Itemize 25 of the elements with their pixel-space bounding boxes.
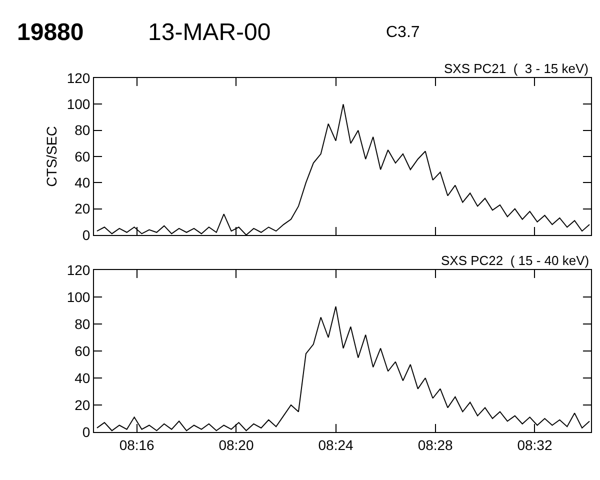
x-tick-label: 08:32 — [517, 436, 552, 453]
y-tick-label: 40 — [74, 370, 90, 386]
y-tick-label: 60 — [74, 148, 90, 164]
y-tick-label: 40 — [74, 174, 90, 191]
text: SXS PC22 ( 15 - 40 keV) — [441, 253, 590, 268]
y-tick-label: 20 — [74, 396, 90, 413]
y-tick-label: 80 — [74, 316, 90, 332]
text: SXS PC21 ( 3 - 15 keV) — [444, 61, 589, 76]
y-tick-label: 60 — [74, 342, 90, 359]
chart-subtitle: 13-MAR-00 — [148, 19, 271, 47]
y-tick-label: 120 — [66, 70, 90, 86]
x-tick-label: 08:20 — [218, 436, 254, 453]
y-tick-label: 0 — [82, 424, 90, 440]
y-tick-label: 100 — [66, 288, 90, 305]
y-tick-label: 100 — [66, 96, 90, 112]
chart-title: 19880 — [17, 19, 84, 47]
y-tick-label: 80 — [74, 122, 90, 138]
y-tick-label: 0 — [82, 226, 90, 243]
text: C3.7 — [386, 24, 420, 42]
y-tick-label: 120 — [66, 262, 90, 278]
y-tick-label: 20 — [74, 200, 90, 217]
x-tick-label: 08:24 — [318, 436, 354, 453]
y-axis-title: CTS/SEC — [43, 126, 60, 187]
x-tick-label: 08:16 — [119, 436, 155, 453]
x-tick-label: 08:28 — [418, 436, 454, 453]
